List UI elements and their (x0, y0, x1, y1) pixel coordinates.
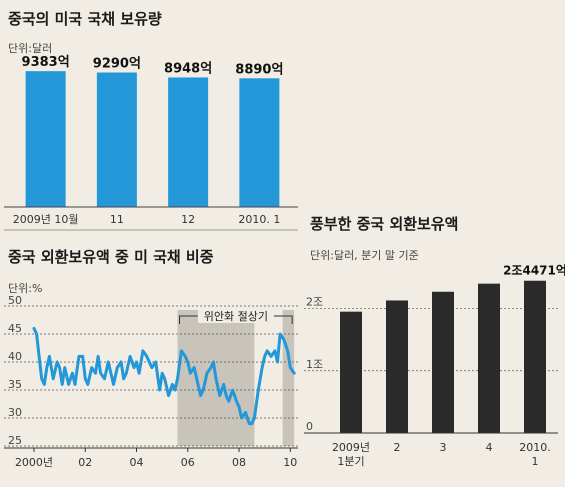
reserves-title: 풍부한 중국 외환보유액 (310, 215, 459, 233)
reserves-bar (432, 291, 454, 433)
share-panel: 중국 외환보유액 중 미 국채 비중 단위:% 25 30 35 40 45 50 위안화 … (0, 240, 310, 487)
share-series-line (32, 326, 296, 426)
share-ytick-label: 25 (8, 434, 22, 447)
reserves-ytick-label: 1조 (306, 358, 323, 371)
reserves-unit: 단위:달러, 분기 말 기준 (310, 249, 419, 262)
share-ytick-label: 45 (8, 322, 22, 335)
reserves-category-label: 2 (394, 441, 401, 454)
holdings-category-label: 11 (110, 213, 124, 226)
share-annotation-bg (197, 308, 274, 323)
holdings-category-label: 2010. 1 (238, 213, 280, 226)
share-ytick-label: 30 (8, 406, 22, 419)
holdings-data-label: 8890억 (235, 62, 283, 77)
share-xtick-label: 06 (181, 456, 195, 469)
reserves-ytick-label: 2조 (306, 296, 323, 309)
share-ytick-label: 40 (8, 350, 22, 363)
holdings-bar (239, 78, 280, 207)
share-shaded-period (282, 310, 295, 446)
share-annotation: 위안화 절상기 (204, 310, 268, 323)
reserves-bar (524, 280, 546, 433)
reserves-category-label: 2009년 1분기 (332, 441, 370, 468)
share-xtick-label: 10 (283, 456, 297, 469)
reserves-bar (340, 311, 362, 433)
reserves-bar (386, 300, 408, 433)
holdings-chart: 9383억 2009년 10월 9290억 11 8948억 12 8890억 2010. 1 (4, 55, 298, 231)
share-xtick-label: 04 (130, 456, 144, 469)
holdings-bar (168, 77, 209, 208)
share-ytick-label: 50 (8, 294, 22, 307)
reserves-category-label: 3 (440, 441, 447, 454)
reserves-bar (478, 283, 500, 433)
reserves-data-label: 2조4471억 (503, 264, 565, 278)
holdings-data-label: 9290억 (93, 57, 141, 72)
share-xtick-label: 08 (232, 456, 246, 469)
share-chart: 25 30 35 40 45 50 위안화 절상기 2000년 02 04 06 08 10 (4, 294, 298, 469)
share-unit: 단위:% (8, 282, 43, 295)
holdings-category-label: 2009년 10월 (13, 213, 79, 226)
reserves-panel: 풍부한 중국 외환보유액 단위:달러, 분기 말 기준 0 1조 2조 2009년 1분… (300, 205, 565, 487)
reserves-ytick-label: 0 (306, 420, 313, 433)
reserves-category-label: 4 (486, 441, 493, 454)
holdings-panel: 중국의 미국 국채 보유량 단위:달러 9383억 2009년 10월 9290억 1… (0, 0, 300, 240)
share-xtick-label: 02 (78, 456, 92, 469)
holdings-data-label: 8948억 (164, 61, 212, 76)
holdings-bar (25, 71, 66, 207)
share-ytick-label: 35 (8, 378, 22, 391)
holdings-data-label: 9383억 (22, 55, 70, 70)
reserves-category-label: 2010. 1 (519, 441, 551, 468)
holdings-unit: 단위:달러 (8, 42, 53, 55)
holdings-bar (96, 72, 137, 207)
reserves-chart: 0 1조 2조 2009년 1분기 2 3 4 2조4471억 2010. 1 (304, 264, 565, 468)
share-xtick-label: 2000년 (15, 456, 53, 469)
holdings-title: 중국의 미국 국채 보유량 (8, 10, 162, 28)
share-title: 중국 외환보유액 중 미 국채 비중 (8, 248, 214, 266)
holdings-category-label: 12 (181, 213, 195, 226)
